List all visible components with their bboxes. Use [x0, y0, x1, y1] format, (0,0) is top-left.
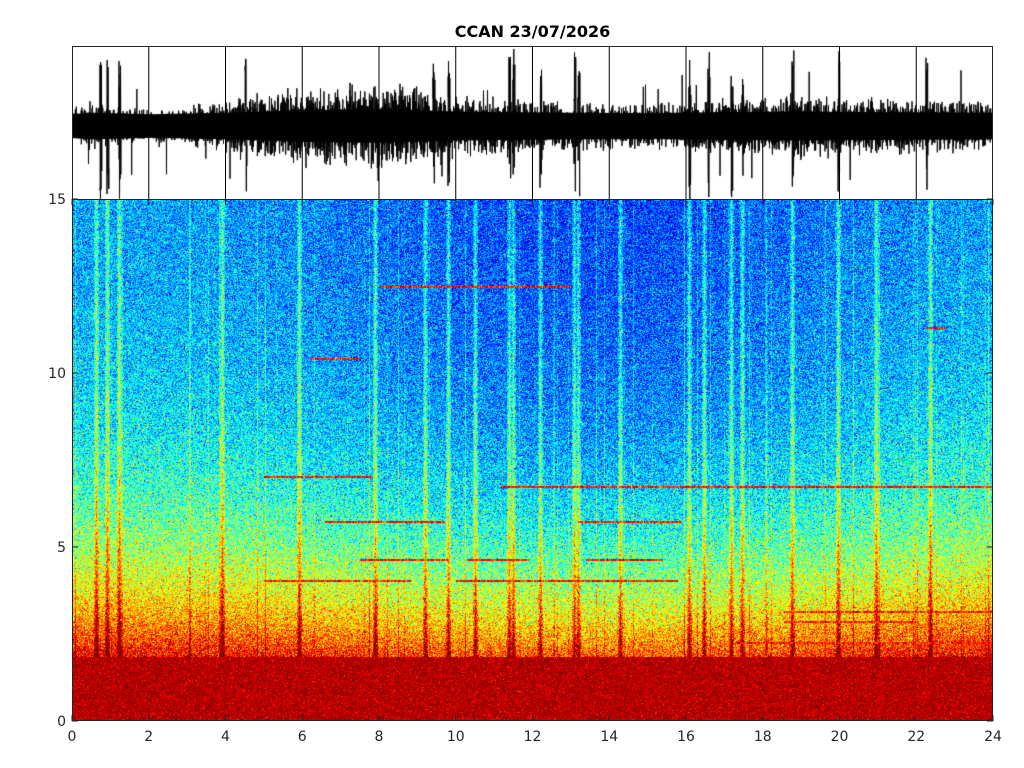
y-tick-label: 15 — [48, 192, 66, 208]
x-tick-label: 12 — [524, 729, 542, 745]
x-tick-label: 2 — [144, 729, 153, 745]
x-tick-label: 20 — [831, 729, 849, 745]
y-tick-label: 5 — [57, 540, 66, 556]
x-tick-label: 18 — [754, 729, 772, 745]
waveform-trace — [73, 47, 992, 199]
x-tick-label: 0 — [68, 729, 77, 745]
x-tick-label: 6 — [298, 729, 307, 745]
x-tick-label: 24 — [984, 729, 1002, 745]
x-tick-label: 10 — [447, 729, 465, 745]
x-tick-label: 8 — [375, 729, 384, 745]
x-tick-label: 22 — [907, 729, 925, 745]
y-tick-label: 10 — [48, 366, 66, 382]
y-tick-label: 0 — [57, 714, 66, 730]
waveform-panel — [72, 46, 993, 200]
chart-title: CCAN 23/07/2026 — [454, 22, 611, 41]
spectrogram-heatmap — [73, 200, 992, 720]
spectrogram-panel — [72, 199, 993, 721]
x-tick-label: 16 — [677, 729, 695, 745]
x-tick-label: 4 — [221, 729, 230, 745]
x-tick-label: 14 — [600, 729, 618, 745]
